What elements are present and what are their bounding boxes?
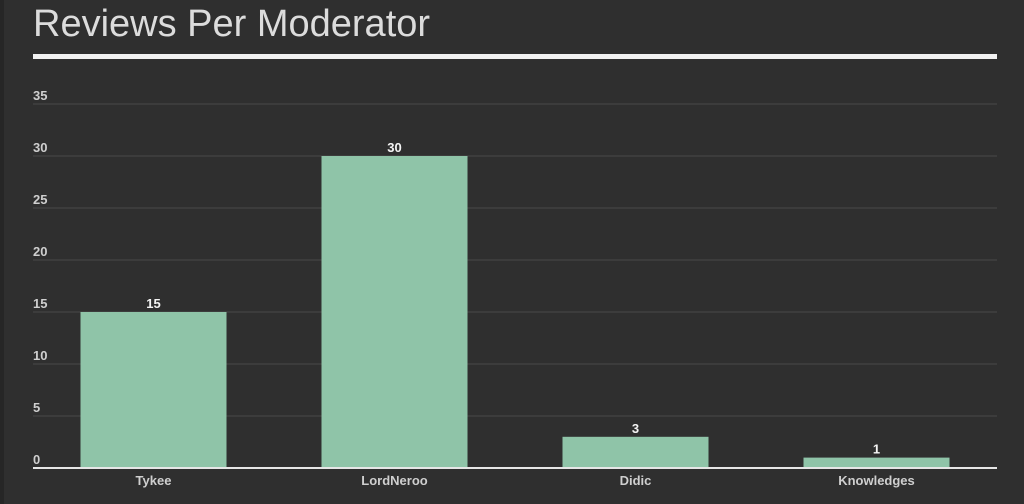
chart-title: Reviews Per Moderator <box>33 3 431 45</box>
left-edge-strip <box>0 0 4 504</box>
y-tick-label-35: 35 <box>33 88 47 103</box>
y-tick-label-30: 30 <box>33 140 47 155</box>
x-tick-label-didic: Didic <box>620 473 652 488</box>
labels: 0 5 10 15 20 25 30 35 15 Tykee 30 LordNeroo 3 Didic 1 K… <box>33 88 915 488</box>
y-tick-label-10: 10 <box>33 348 47 363</box>
bar-knowledges <box>803 457 950 468</box>
y-tick-label-0: 0 <box>33 452 40 467</box>
x-tick-label-knowledges: Knowledges <box>838 473 915 488</box>
data-label-knowledges: 1 <box>873 442 880 457</box>
data-label-lordneroo: 30 <box>387 140 401 155</box>
x-tick-label-tykee: Tykee <box>136 473 172 488</box>
bar-tykee <box>80 312 227 468</box>
y-tick-label-25: 25 <box>33 192 47 207</box>
y-tick-label-15: 15 <box>33 296 47 311</box>
data-label-tykee: 15 <box>146 296 160 311</box>
x-tick-label-lordneroo: LordNeroo <box>361 473 428 488</box>
y-tick-label-20: 20 <box>33 244 47 259</box>
title-underline <box>33 54 997 59</box>
bar-lordneroo <box>321 156 468 468</box>
data-label-didic: 3 <box>632 421 639 436</box>
y-tick-label-5: 5 <box>33 400 40 415</box>
bars <box>80 156 950 468</box>
gridlines <box>33 103 997 417</box>
bar-didic <box>562 436 709 468</box>
